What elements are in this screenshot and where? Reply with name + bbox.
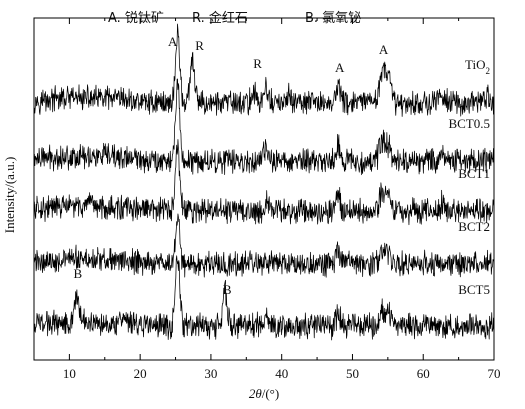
x-tick-label: 20 <box>134 366 147 381</box>
series-line-bct2 <box>33 213 495 278</box>
peak-label-a: A <box>168 34 178 49</box>
x-tick-label: 60 <box>417 366 430 381</box>
series-labels: TiO2 BCT0.5 BCT1 BCT2 BCT5 <box>448 57 490 297</box>
peak-label-a: A <box>335 60 345 75</box>
x-tick-label: 30 <box>204 366 217 381</box>
series-label-bct0-5: BCT0.5 <box>448 116 490 131</box>
peak-label-b: B <box>74 266 83 281</box>
series-line-bct0-5 <box>33 78 495 176</box>
peak-label-a: A <box>379 42 389 57</box>
peak-label-r: R <box>195 38 204 53</box>
series-line-tio2 <box>33 23 495 117</box>
x-axis-title: 2θ/(°) <box>249 386 279 401</box>
peak-annotations: A R R A A B B <box>74 34 389 297</box>
x-tick-label: 10 <box>63 366 76 381</box>
x-tick-label: 40 <box>275 366 288 381</box>
x-axis-ticks: 10 20 30 40 50 60 70 <box>33 18 501 381</box>
series-curves <box>33 23 495 341</box>
plot-frame <box>33 17 495 361</box>
y-axis-title: Intensity/(a.u.) <box>2 157 17 234</box>
peak-label-r: R <box>253 56 262 71</box>
x-tick-label: 70 <box>488 366 501 381</box>
series-label-bct5: BCT5 <box>458 282 490 297</box>
series-label-bct2: BCT2 <box>458 219 490 234</box>
series-line-bct1 <box>33 139 495 226</box>
x-tick-label: 50 <box>346 366 359 381</box>
legend: A. 锐钛矿 R. 金红石 B. 氯氧铋 <box>108 10 361 26</box>
series-line-bct5 <box>33 255 495 341</box>
series-label-tio2: TiO2 <box>465 57 490 76</box>
series-label-bct1: BCT1 <box>458 166 490 181</box>
peak-label-b: B <box>223 282 232 297</box>
